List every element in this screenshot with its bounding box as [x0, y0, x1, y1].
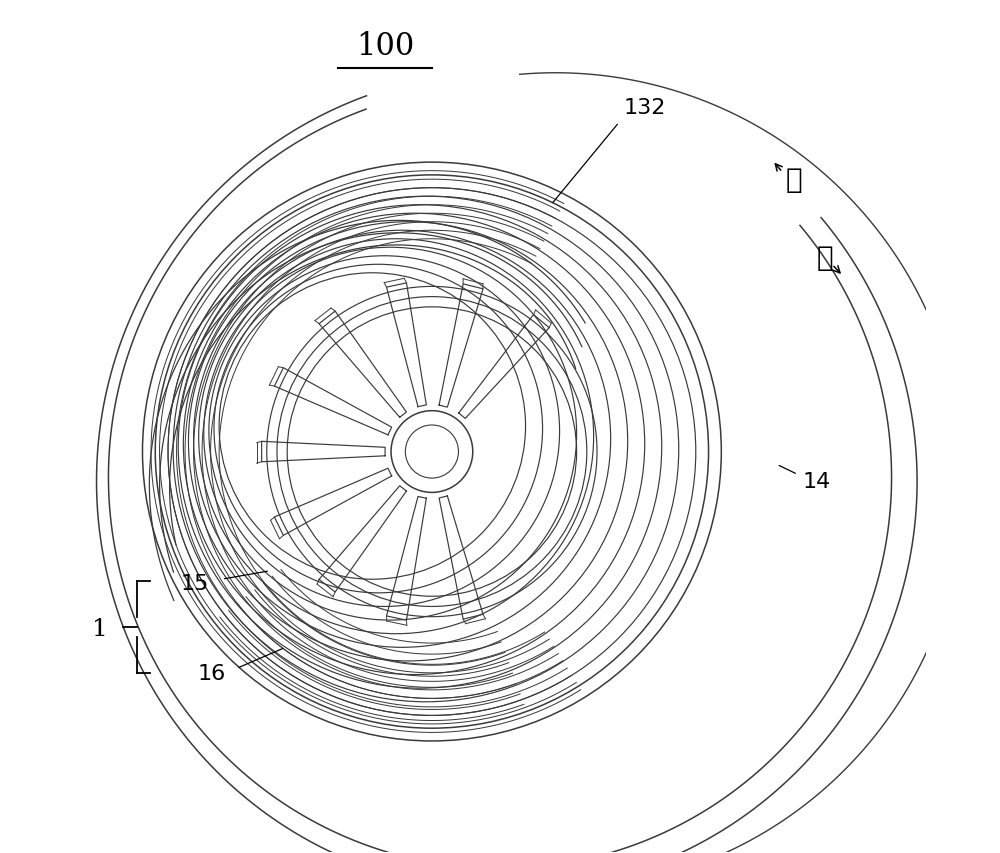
Text: 16: 16 — [198, 663, 226, 683]
Text: 15: 15 — [181, 574, 209, 594]
Text: 上: 上 — [785, 166, 802, 194]
Text: 100: 100 — [356, 32, 414, 62]
Circle shape — [391, 411, 473, 493]
Text: 14: 14 — [802, 472, 830, 491]
Text: 1: 1 — [92, 618, 108, 641]
Text: 下: 下 — [817, 244, 833, 272]
Text: 132: 132 — [623, 98, 666, 118]
